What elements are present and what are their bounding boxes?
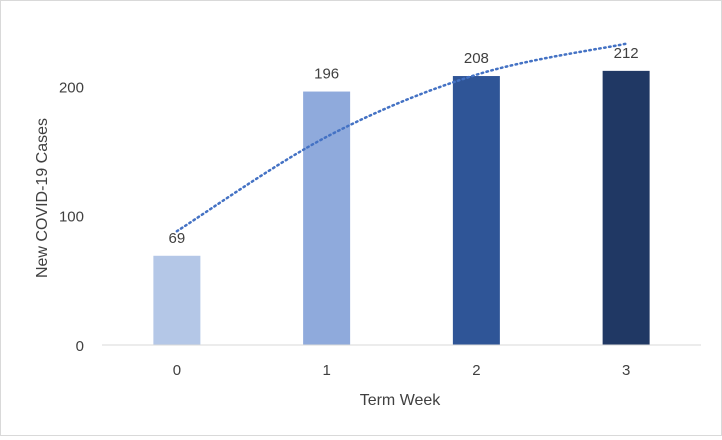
y-tick-label: 100 [59,209,84,226]
data-labels: 69 196 208 212 [169,45,639,247]
bar [602,70,650,346]
y-axis-title: New COVID-19 Cases [34,118,51,278]
bars [153,70,650,346]
x-tick-label: 3 [622,362,630,379]
bar [303,91,351,345]
bar [452,76,500,345]
y-tick-label: 0 [76,338,84,355]
data-label: 69 [169,230,186,247]
x-tick-label: 2 [472,362,480,379]
y-axis-ticks: 0 100 200 [59,79,84,355]
data-label: 212 [614,45,639,62]
trendline [175,42,628,233]
y-tick-label: 200 [59,79,84,96]
bar [153,255,201,345]
x-tick-label: 0 [173,362,181,379]
x-axis-title: Term Week [360,392,442,409]
data-label: 208 [464,50,489,67]
x-axis-ticks: 0 1 2 3 [173,362,631,379]
x-tick-label: 1 [322,362,330,379]
data-label: 196 [314,66,339,83]
